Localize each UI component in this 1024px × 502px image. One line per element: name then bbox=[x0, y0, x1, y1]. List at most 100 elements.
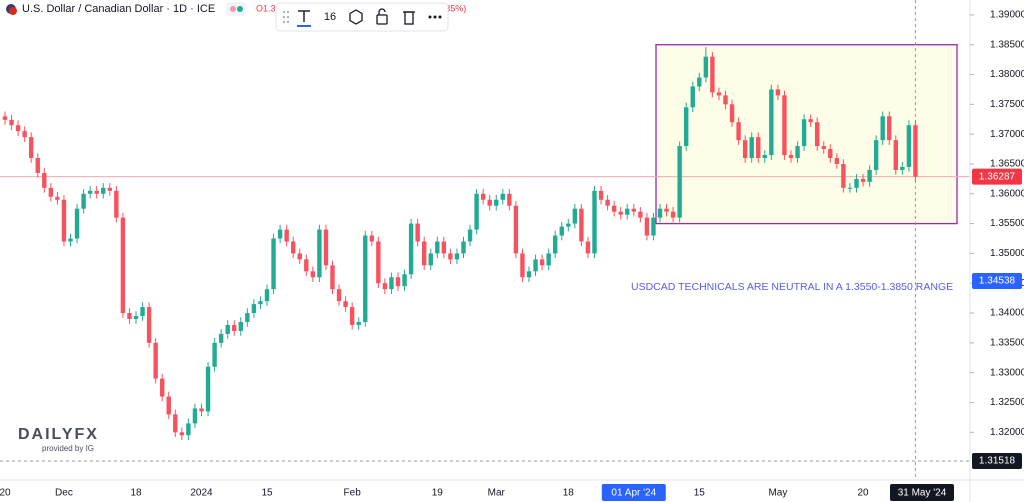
candle-body bbox=[317, 229, 322, 278]
candle-body bbox=[29, 137, 34, 159]
candle-body bbox=[808, 119, 813, 123]
candle-body bbox=[559, 226, 564, 236]
candle-body bbox=[684, 107, 689, 147]
y-tick-label: 1.38500 bbox=[990, 39, 1024, 50]
x-tick-label: 18 bbox=[130, 488, 142, 499]
drag-handle[interactable] bbox=[283, 11, 289, 23]
x-tick-label: 15 bbox=[261, 488, 273, 499]
flag-icon bbox=[9, 7, 17, 15]
candle-body bbox=[815, 122, 820, 147]
annotation: USDCAD TECHNICALS ARE NEUTRAL IN A 1.355… bbox=[631, 281, 953, 293]
candle-body bbox=[343, 301, 348, 308]
candle-body bbox=[500, 193, 505, 200]
candle-body bbox=[893, 140, 898, 170]
y-tick-label: 1.35500 bbox=[990, 218, 1024, 229]
candle-body bbox=[218, 333, 224, 343]
candle-body bbox=[611, 205, 617, 212]
text-color-button[interactable] bbox=[297, 10, 311, 27]
candle-body bbox=[225, 324, 230, 334]
candle-body bbox=[120, 217, 126, 314]
y-tick-label: 1.39000 bbox=[990, 10, 1024, 21]
candle-body bbox=[461, 241, 466, 254]
y-tick-label: 1.33000 bbox=[990, 367, 1024, 378]
candle-body bbox=[618, 211, 623, 215]
candle-body bbox=[821, 146, 826, 150]
candle-body bbox=[697, 77, 702, 87]
candle-body bbox=[625, 208, 630, 215]
candle-body bbox=[520, 253, 525, 278]
settings-button[interactable] bbox=[349, 9, 363, 25]
x-tick-label: Mar bbox=[488, 488, 506, 499]
candle-body bbox=[435, 241, 440, 254]
candle-body bbox=[363, 235, 368, 322]
candle-body bbox=[15, 125, 21, 132]
candle-body bbox=[160, 378, 165, 397]
candle-body bbox=[788, 155, 794, 159]
candle-body bbox=[369, 235, 374, 242]
candle-body bbox=[742, 140, 748, 159]
candle-body bbox=[349, 307, 355, 325]
candle-body bbox=[140, 307, 145, 317]
candle-body bbox=[690, 86, 695, 108]
candle-body bbox=[42, 172, 47, 188]
candle-body bbox=[2, 116, 8, 120]
y-tick-label: 1.33500 bbox=[990, 337, 1024, 348]
candle-body bbox=[74, 208, 80, 239]
candle-body bbox=[834, 158, 840, 164]
candle-body bbox=[382, 283, 388, 290]
more-button[interactable] bbox=[428, 15, 442, 19]
candle-body bbox=[572, 208, 578, 224]
candle-body bbox=[579, 208, 584, 242]
candle-body bbox=[173, 414, 178, 433]
candle-body bbox=[133, 316, 139, 320]
candle-body bbox=[114, 190, 119, 218]
candle-body bbox=[494, 199, 499, 206]
candle-body bbox=[277, 229, 283, 239]
price-label-box bbox=[972, 453, 1022, 470]
candle-body bbox=[716, 92, 722, 96]
candle-body bbox=[284, 229, 289, 242]
candle-body bbox=[474, 193, 479, 230]
candle-body bbox=[487, 199, 492, 206]
candle-body bbox=[913, 125, 918, 177]
candle-body bbox=[828, 149, 833, 159]
font-size-button[interactable]: 16 bbox=[324, 11, 336, 23]
candle-body bbox=[782, 95, 787, 156]
candle-body bbox=[507, 193, 512, 206]
candle-body bbox=[467, 229, 473, 242]
candle-body bbox=[480, 193, 486, 200]
candle-body bbox=[605, 199, 610, 206]
x-label-highlight bbox=[890, 484, 954, 501]
candle-body bbox=[441, 241, 447, 254]
candle-body bbox=[238, 321, 243, 331]
lock-button[interactable] bbox=[376, 8, 388, 25]
candle-body bbox=[146, 307, 152, 343]
candle-body bbox=[192, 408, 198, 424]
x-tick-label: 2024 bbox=[190, 488, 213, 499]
logo-sub: provided by IG bbox=[42, 444, 94, 453]
x-tick-label: May bbox=[768, 488, 787, 499]
delete-button[interactable] bbox=[403, 11, 415, 25]
candle-body bbox=[657, 208, 663, 218]
plot-area bbox=[0, 0, 970, 480]
y-tick-label: 1.37500 bbox=[990, 99, 1024, 110]
candle-body bbox=[389, 277, 394, 290]
y-tick-label: 1.36500 bbox=[990, 159, 1024, 170]
candle-body bbox=[271, 238, 276, 290]
candle-body bbox=[906, 125, 912, 167]
price-label: 1.34538 bbox=[979, 276, 1016, 287]
x-tick-label: 15 bbox=[694, 488, 706, 499]
candle-body bbox=[22, 131, 27, 138]
candle-body bbox=[264, 289, 270, 302]
x-tick-label: 01 Apr '24 bbox=[611, 488, 656, 499]
candle-body bbox=[35, 158, 40, 173]
status-dot bbox=[230, 6, 236, 12]
candle-body bbox=[166, 396, 171, 415]
candle-body bbox=[854, 178, 859, 188]
candle-body bbox=[199, 408, 204, 412]
candle-body bbox=[553, 235, 558, 254]
price-label: 1.36287 bbox=[979, 171, 1016, 182]
candle-body bbox=[107, 187, 112, 191]
x-tick-label: 20 bbox=[857, 488, 869, 499]
candle-body bbox=[356, 321, 361, 325]
